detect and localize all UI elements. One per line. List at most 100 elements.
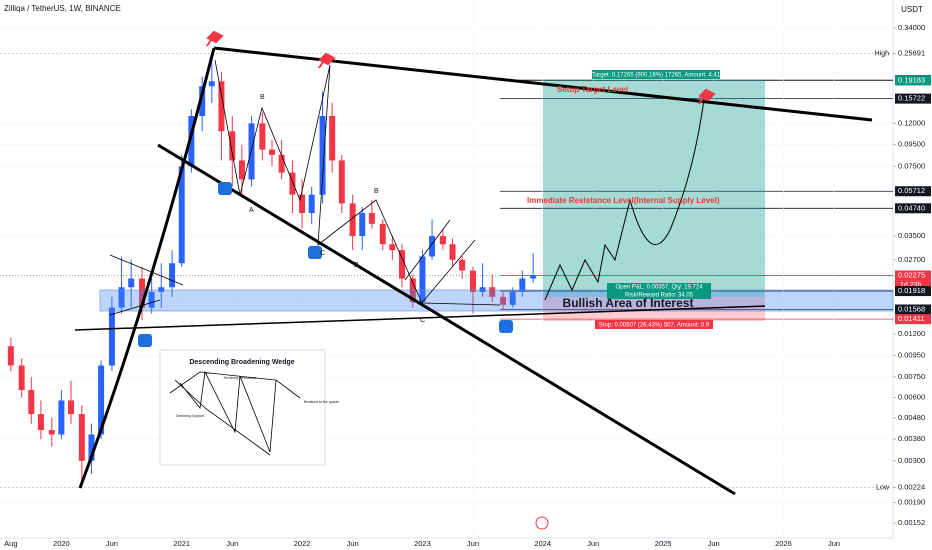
candle-body — [429, 236, 436, 257]
candle-body — [229, 131, 236, 161]
y-tick-bg — [895, 270, 931, 281]
chart-title: Zilliqa / TetherUS, 1W, BINANCE — [4, 4, 121, 13]
x-tick-label: 2026 — [775, 539, 792, 548]
candle-body — [238, 160, 245, 180]
y-tick-label: 0.00224 — [898, 483, 925, 492]
bottom-marker — [499, 320, 513, 333]
top-marker — [318, 52, 336, 69]
inset — [159, 349, 326, 466]
candle-body — [409, 278, 416, 303]
x-tick-label: 2021 — [173, 539, 190, 548]
candle-body — [218, 81, 225, 132]
inset-text: Declining Support — [176, 414, 204, 418]
y-tick-label: 0.05712 — [898, 186, 925, 195]
candle-body — [359, 213, 366, 237]
candle-body — [329, 116, 336, 161]
y-tick-label: 0.02700 — [898, 255, 925, 264]
x-tick-label: Jun — [347, 539, 359, 548]
projection-path — [544, 91, 706, 301]
x-tick-label: 2023 — [414, 539, 431, 548]
currency: USDT — [901, 5, 923, 14]
x-tick-label: 2024 — [534, 539, 551, 548]
y-tick-label: 0.00380 — [898, 434, 925, 443]
candle-body — [449, 244, 456, 260]
wave-label: A — [249, 207, 254, 214]
extreme-tag: Low — [876, 484, 890, 491]
candle-body — [68, 400, 75, 415]
y-tick-label: 0.34000 — [898, 23, 925, 32]
y-tick-label: 0.01411 — [898, 314, 925, 323]
candle-body — [489, 287, 496, 297]
area-label: Bullish Area of Interest — [563, 296, 694, 310]
x-tick-label: Aug — [4, 539, 17, 548]
candle-body — [419, 256, 426, 303]
candle-body — [459, 259, 466, 271]
y-tick-label: 0.19183 — [898, 75, 925, 84]
x-tick-label: Jun — [828, 539, 840, 548]
wave-label: C — [320, 250, 325, 257]
y-tick-bg — [895, 75, 931, 86]
x-tick-label: Jun — [226, 539, 238, 548]
y-tick-bg — [895, 314, 931, 325]
bottom-marker — [308, 246, 322, 259]
candle-body — [118, 287, 125, 308]
candle-body — [479, 287, 486, 292]
candle-body — [128, 278, 135, 288]
candle-body — [158, 287, 165, 292]
wave-label: C — [420, 317, 425, 324]
candle-body — [139, 278, 146, 308]
pnl-bg — [607, 283, 711, 299]
inset-text: Declining Resistance — [224, 376, 257, 380]
candle-body — [500, 296, 507, 305]
wave-label: B — [260, 94, 265, 101]
y-tick-label: 0.00300 — [898, 456, 925, 465]
candle-body — [379, 223, 386, 245]
candle-body — [368, 213, 375, 224]
y-tick-label: 0.00190 — [898, 498, 925, 507]
wave-path — [214, 59, 501, 306]
y-tick-label: 0.00750 — [898, 372, 925, 381]
y-tick-label: 0.09500 — [898, 140, 925, 149]
candle-body — [248, 123, 255, 180]
candle-body — [18, 365, 25, 391]
candle-body — [268, 149, 275, 155]
stop-zone — [543, 297, 765, 321]
candle-body — [98, 365, 105, 435]
channel — [404, 219, 476, 306]
y-tick-bg — [895, 203, 931, 214]
pnl-label: Open P&L: 0.00357, Qty: 19.724 — [615, 285, 703, 291]
candle-body — [319, 116, 326, 195]
candle-body — [469, 270, 476, 292]
y-tick-bg — [895, 186, 931, 197]
x-tick-label: Jun — [587, 539, 599, 548]
bottom-marker — [218, 182, 232, 195]
candle-body — [48, 430, 55, 435]
y-tick-label: 0.25691 — [898, 49, 925, 58]
candle-body — [188, 116, 195, 167]
candle-body — [349, 203, 356, 237]
stop-label: Stop: 0.00507 (26.43%) 507, Amount: 0.9 — [599, 323, 710, 329]
parabolic-curve — [78, 47, 216, 489]
candle-body — [199, 86, 206, 117]
candle-body — [208, 81, 215, 87]
target-label: Target: 0.17265 (900.16%) 17265, Amount:… — [592, 73, 721, 79]
candle-body — [439, 236, 446, 245]
candle-body — [259, 123, 266, 150]
candle-body — [78, 414, 85, 461]
candle-body — [338, 160, 345, 204]
x-tick-label: Jun — [708, 539, 720, 548]
stop-bg — [595, 320, 713, 329]
inset-text: Breakout to the upside — [304, 400, 339, 404]
inset-wedge — [169, 370, 301, 456]
y-tick-label: 0.00480 — [898, 413, 925, 422]
candle-body — [37, 414, 44, 431]
setup-label: Setup Target Level — [557, 85, 628, 94]
candle-body — [58, 400, 65, 435]
candle-body — [299, 194, 306, 214]
y-tick-label: 0.00950 — [898, 350, 925, 359]
y-tick-bg — [895, 286, 931, 297]
y-tick-label: 0.03500 — [898, 231, 925, 240]
candle-body — [289, 172, 296, 195]
